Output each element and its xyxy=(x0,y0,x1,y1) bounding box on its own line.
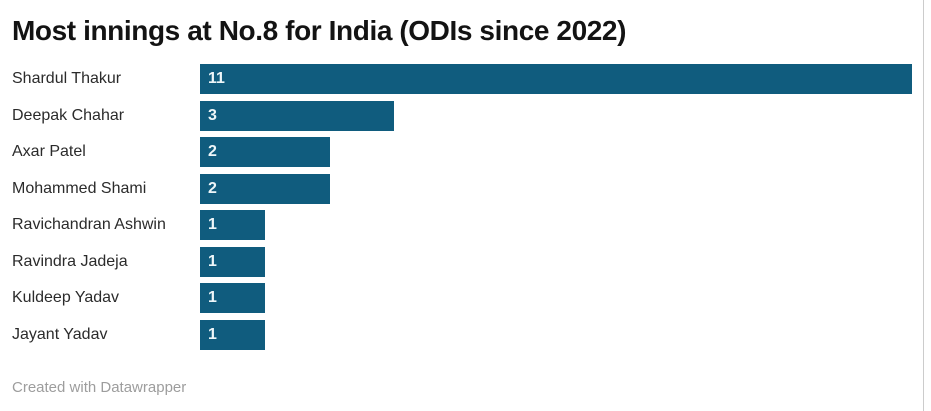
bar-track: 2 xyxy=(200,137,917,168)
bar-value-label: 3 xyxy=(208,106,217,124)
bar-track: 2 xyxy=(200,173,917,204)
bar-value-label: 1 xyxy=(208,289,217,307)
chart-row: Shardul Thakur 11 xyxy=(12,61,917,98)
bar-value-label: 1 xyxy=(208,216,217,234)
chart-row: Axar Patel 2 xyxy=(12,134,917,171)
bar-value-label: 2 xyxy=(208,179,217,197)
bar: 2 xyxy=(200,173,330,204)
bar-track: 1 xyxy=(200,246,917,277)
bar: 1 xyxy=(200,246,265,277)
category-label: Jayant Yadav xyxy=(12,325,108,343)
bar: 11 xyxy=(200,64,912,95)
bar-value-label: 11 xyxy=(208,70,225,88)
bar-value-label: 1 xyxy=(208,252,217,270)
bar: 3 xyxy=(200,100,395,131)
bar: 2 xyxy=(200,137,330,168)
datawrapper-credit-link[interactable]: Created with Datawrapper xyxy=(12,379,187,396)
category-label: Kuldeep Yadav xyxy=(12,289,120,307)
bar-track: 1 xyxy=(200,319,917,350)
chart-row: Deepak Chahar 3 xyxy=(12,98,917,135)
bar-value-label: 1 xyxy=(208,325,217,343)
bar-track: 1 xyxy=(200,283,917,314)
category-label: Ravichandran Ashwin xyxy=(12,216,166,234)
chart-row: Mohammed Shami 2 xyxy=(12,171,917,208)
category-label: Shardul Thakur xyxy=(12,70,122,88)
bar-value-label: 2 xyxy=(208,143,217,161)
chart-row: Ravindra Jadeja 1 xyxy=(12,244,917,281)
bar-track: 3 xyxy=(200,100,917,131)
chart-title: Most innings at No.8 for India (ODIs sin… xyxy=(12,15,627,46)
bar: 1 xyxy=(200,283,265,314)
bar: 1 xyxy=(200,319,265,350)
category-label: Axar Patel xyxy=(12,143,86,161)
category-label: Deepak Chahar xyxy=(12,106,125,124)
category-label: Ravindra Jadeja xyxy=(12,252,128,270)
category-label: Mohammed Shami xyxy=(12,179,147,197)
chart-row: Jayant Yadav 1 xyxy=(12,317,917,354)
bar-track: 1 xyxy=(200,210,917,241)
chart-row: Kuldeep Yadav 1 xyxy=(12,280,917,317)
bar: 1 xyxy=(200,210,265,241)
bar-track: 11 xyxy=(200,64,917,95)
chart-row: Ravichandran Ashwin 1 xyxy=(12,207,917,244)
frame-right-border xyxy=(923,0,924,411)
bar-chart: Shardul Thakur 11 Deepak Chahar 3 Axar Patel… xyxy=(12,61,917,353)
